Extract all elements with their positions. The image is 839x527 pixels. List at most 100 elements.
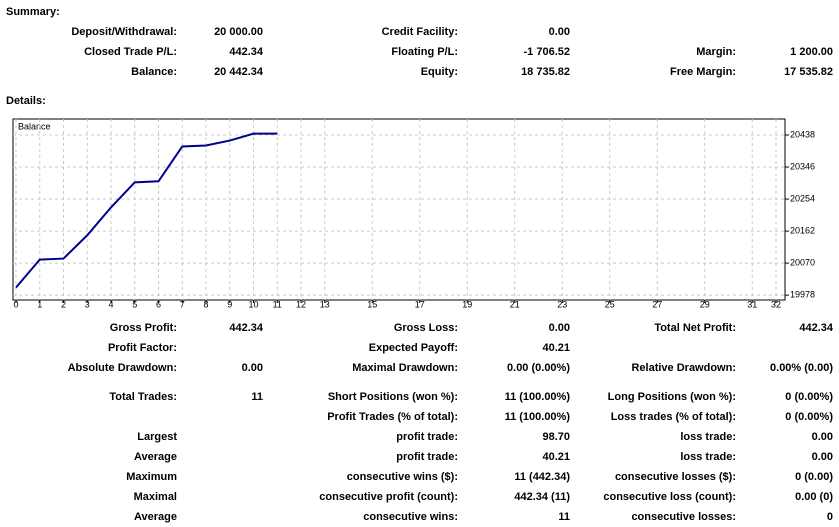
x-tick-label: 29 bbox=[700, 299, 710, 309]
field-label: Maximum bbox=[126, 471, 177, 483]
y-tick-label: 19978 bbox=[790, 290, 815, 300]
field-value: 0.00 (0.00%) bbox=[507, 362, 570, 374]
x-tick-label: 11 bbox=[273, 299, 282, 309]
field-label: Profit Trades (% of total): bbox=[327, 411, 458, 423]
field-value: 11 bbox=[558, 511, 570, 523]
field-label: Expected Payoff: bbox=[369, 342, 458, 354]
chart-frame bbox=[12, 118, 786, 301]
field-label: consecutive profit (count): bbox=[319, 491, 458, 503]
x-tick-label: 9 bbox=[227, 299, 232, 309]
x-tick-label: 6 bbox=[156, 299, 161, 309]
field-value: 0.00% (0.00) bbox=[770, 362, 833, 374]
field-label: Floating P/L: bbox=[391, 46, 458, 58]
summary-title: Summary: bbox=[6, 6, 60, 18]
field-value: 0 (0.00) bbox=[795, 471, 833, 483]
x-tick-label: 1 bbox=[37, 299, 42, 309]
x-tick-label: 25 bbox=[605, 299, 615, 309]
field-label: Balance: bbox=[131, 66, 177, 78]
field-value: 18 735.82 bbox=[521, 66, 570, 78]
field-label: Gross Profit: bbox=[110, 322, 177, 334]
field-label: Margin: bbox=[696, 46, 736, 58]
field-value: 0.00 bbox=[812, 451, 833, 463]
field-label: Loss trades (% of total): bbox=[611, 411, 736, 423]
x-tick-label: 4 bbox=[108, 299, 113, 309]
field-label: loss trade: bbox=[680, 451, 736, 463]
y-tick-label: 20346 bbox=[790, 161, 815, 171]
field-label: consecutive losses: bbox=[631, 511, 736, 523]
field-label: Closed Trade P/L: bbox=[84, 46, 177, 58]
field-label: Equity: bbox=[421, 66, 458, 78]
field-value: 0 bbox=[827, 511, 833, 523]
x-tick-label: 13 bbox=[320, 299, 330, 309]
x-tick-label: 10 bbox=[248, 299, 258, 309]
field-label: consecutive losses ($): bbox=[615, 471, 736, 483]
field-value: 442.34 bbox=[229, 46, 264, 58]
field-label: profit trade: bbox=[396, 431, 458, 443]
x-tick-label: 5 bbox=[132, 299, 137, 309]
field-label: consecutive wins ($): bbox=[347, 471, 458, 483]
field-value: 40.21 bbox=[542, 342, 570, 354]
field-label: consecutive wins: bbox=[363, 511, 458, 523]
y-tick-label: 20162 bbox=[790, 225, 815, 235]
field-value: 442.34 bbox=[229, 322, 264, 334]
field-label: Largest bbox=[137, 431, 177, 443]
field-label: Short Positions (won %): bbox=[328, 391, 458, 403]
field-label: Average bbox=[134, 511, 177, 523]
field-value: 20 442.34 bbox=[214, 66, 264, 78]
field-value: 0.00 bbox=[549, 322, 570, 334]
field-label: Gross Loss: bbox=[394, 322, 458, 334]
x-tick-label: 23 bbox=[557, 299, 567, 309]
field-label: Relative Drawdown: bbox=[631, 362, 736, 374]
field-value: 0 (0.00%) bbox=[785, 411, 833, 423]
details-title: Details: bbox=[6, 95, 46, 107]
field-value: 0.00 bbox=[242, 362, 263, 374]
field-label: Total Trades: bbox=[109, 391, 177, 403]
field-value: 0 (0.00%) bbox=[785, 391, 833, 403]
field-label: Absolute Drawdown: bbox=[68, 362, 177, 374]
field-value: 442.34 (11) bbox=[514, 491, 570, 503]
x-tick-label: 0 bbox=[13, 299, 18, 309]
field-label: Long Positions (won %): bbox=[608, 391, 736, 403]
x-tick-label: 19 bbox=[462, 299, 472, 309]
x-tick-label: 2 bbox=[61, 299, 66, 309]
field-label: Average bbox=[134, 451, 177, 463]
field-value: 40.21 bbox=[542, 451, 570, 463]
y-tick-label: 20438 bbox=[790, 129, 815, 139]
field-label: profit trade: bbox=[396, 451, 458, 463]
field-label: Profit Factor: bbox=[108, 342, 177, 354]
x-tick-label: 31 bbox=[747, 299, 757, 309]
field-label: consecutive loss (count): bbox=[603, 491, 736, 503]
field-value: 17 535.82 bbox=[784, 66, 833, 78]
field-value: 20 000.00 bbox=[214, 26, 263, 38]
x-tick-label: 3 bbox=[85, 299, 90, 309]
x-tick-label: 15 bbox=[367, 299, 377, 309]
field-value: -1 706.52 bbox=[524, 46, 570, 58]
field-value: 442.34 bbox=[799, 322, 834, 334]
balance-line bbox=[15, 132, 278, 289]
chart-title: Balance bbox=[18, 121, 51, 131]
field-label: Deposit/Withdrawal: bbox=[71, 26, 177, 38]
field-label: Maximal bbox=[134, 491, 177, 503]
x-tick-label: 27 bbox=[652, 299, 662, 309]
field-value: 11 bbox=[251, 391, 263, 403]
x-tick-label: 32 bbox=[771, 299, 781, 309]
x-tick-label: 12 bbox=[296, 299, 306, 309]
x-tick-label: 21 bbox=[510, 299, 520, 309]
field-value: 0.00 bbox=[549, 26, 570, 38]
x-tick-label: 17 bbox=[415, 299, 425, 309]
field-value: 11 (100.00%) bbox=[505, 411, 571, 423]
field-value: 11 (100.00%) bbox=[505, 391, 571, 403]
x-tick-label: 8 bbox=[203, 299, 208, 309]
y-tick-label: 20070 bbox=[790, 257, 815, 267]
field-label: Total Net Profit: bbox=[654, 322, 736, 334]
field-label: Credit Facility: bbox=[382, 26, 458, 38]
field-value: 0.00 bbox=[812, 431, 833, 443]
field-value: 11 (442.34) bbox=[514, 471, 570, 483]
field-value: 0.00 (0) bbox=[795, 491, 833, 503]
field-label: Maximal Drawdown: bbox=[352, 362, 458, 374]
field-label: Free Margin: bbox=[670, 66, 736, 78]
x-tick-label: 7 bbox=[180, 299, 185, 309]
field-value: 1 200.00 bbox=[790, 46, 833, 58]
field-label: loss trade: bbox=[680, 431, 736, 443]
field-value: 98.70 bbox=[542, 431, 570, 443]
